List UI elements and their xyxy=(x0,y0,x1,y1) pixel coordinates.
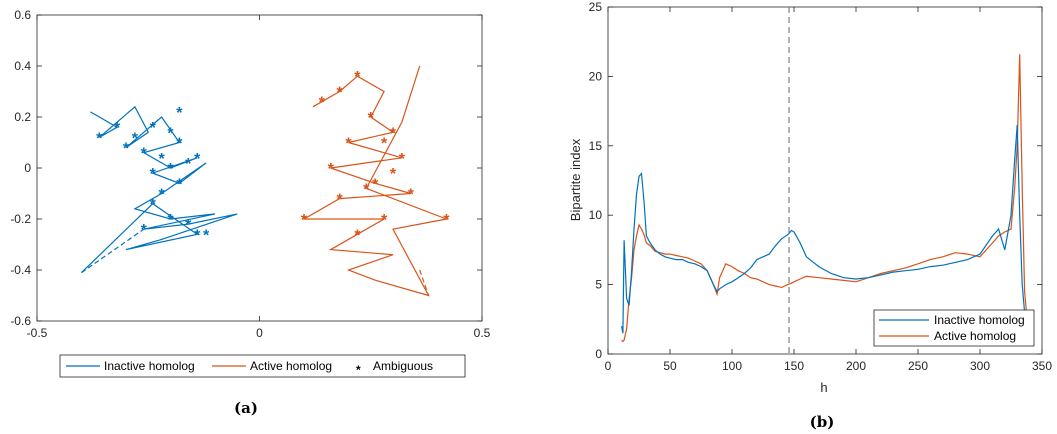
panel-b-xtick-label: 250 xyxy=(908,359,928,373)
ambiguous-marker: * xyxy=(176,176,183,193)
panel-a-axes: -0.5 0 0.5 -0.6 -0.4 -0.2 0 0.2 0.4 0.6 xyxy=(10,8,490,340)
ambiguous-marker: * xyxy=(336,85,343,102)
ambiguous-marker: * xyxy=(185,156,192,173)
ambiguous-marker: * xyxy=(443,212,450,229)
legend-box xyxy=(59,354,466,378)
legend-ambiguous-marker: * xyxy=(356,363,361,377)
inactive-homolog-dashed xyxy=(81,228,145,274)
panel-b-ytick-label: 10 xyxy=(589,208,603,222)
ambiguous-marker: * xyxy=(203,227,210,244)
panel-b-xtick-label: 200 xyxy=(846,359,866,373)
panel-b-xtick-label: 300 xyxy=(970,359,990,373)
ambiguous-marker: * xyxy=(167,212,174,229)
legend-ambiguous-label: Ambiguous xyxy=(373,359,433,373)
ambiguous-marker: * xyxy=(363,181,370,198)
ambiguous-marker: * xyxy=(96,130,103,147)
panel-a-xtick-label: 0 xyxy=(256,326,263,340)
panel-a-ytick-label: 0.4 xyxy=(14,59,31,73)
ambiguous-marker: * xyxy=(194,151,201,168)
panel-a-ytick-label: -0.4 xyxy=(10,263,31,277)
ambiguous-marker: * xyxy=(167,125,174,142)
active-homolog-dashed xyxy=(419,269,430,296)
ambiguous-marker: * xyxy=(301,212,308,229)
panel-b-data xyxy=(621,7,1028,354)
legend-inactive-label: Inactive homolog xyxy=(104,359,195,373)
panel-a-chart: -0.5 0 0.5-0.6-0.4-0.200.20.40.6 ** ** ** ***… xyxy=(10,8,490,417)
panel-a-ytick-label: 0.6 xyxy=(14,8,31,22)
ambiguous-marker: * xyxy=(158,187,165,204)
legend-inactive-label: Inactive homolog xyxy=(934,313,1025,327)
legend-active-label: Active homolog xyxy=(250,359,332,373)
ambiguous-marker: * xyxy=(336,192,343,209)
ambiguous-marker: * xyxy=(345,136,352,153)
ambiguous-marker: * xyxy=(399,151,406,168)
panel-a-ytick-label: 0 xyxy=(24,161,31,175)
ambiguous-marker: * xyxy=(354,227,361,244)
panel-b-xtick-label: 50 xyxy=(663,359,677,373)
ambiguous-marker: * xyxy=(141,222,148,239)
panel-b-ytick-label: 25 xyxy=(589,0,603,14)
ambiguous-marker: * xyxy=(132,130,139,147)
ambiguous-marker: * xyxy=(328,161,335,178)
panel-b-ytick-label: 5 xyxy=(595,278,602,292)
panel-b-ytick-label: 20 xyxy=(589,69,603,83)
ambiguous-marker: * xyxy=(176,105,183,122)
panel-b-xlabel: h xyxy=(820,380,827,395)
panel-a-caption: (a) xyxy=(234,399,258,417)
ambiguous-marker: * xyxy=(158,151,165,168)
panel-a-ytick-label: 0.2 xyxy=(14,110,31,124)
ambiguous-marker: * xyxy=(390,166,397,183)
ambiguous-marker: * xyxy=(150,197,157,214)
panel-b-xtick-label: 0 xyxy=(605,359,612,373)
panel-a-ytick-label: -0.6 xyxy=(10,314,31,328)
panel-a-xtick-label: -0.5 xyxy=(27,326,48,340)
panel-b-legend: Inactive homolog Active homolog xyxy=(873,309,1035,347)
ambiguous-marker: * xyxy=(114,120,121,137)
panel-a-ytick-label: -0.2 xyxy=(10,212,31,226)
panel-b-xtick-label: 350 xyxy=(1032,359,1052,373)
ambiguous-marker: * xyxy=(185,217,192,234)
panel-a-xtick-label: 0.5 xyxy=(474,326,491,340)
ambiguous-marker: * xyxy=(150,120,157,137)
active-homolog-line xyxy=(301,65,449,297)
inactive-homolog-line xyxy=(81,105,238,274)
panel-b-axes-box xyxy=(607,6,1043,355)
ambiguous-marker: * xyxy=(381,212,388,229)
panel-b-ytick-label: 0 xyxy=(595,347,602,361)
ambiguous-marker: * xyxy=(354,69,361,86)
ambiguous-marker: * xyxy=(194,227,201,244)
panel-a-legend: Inactive homolog Active homolog * Ambigu… xyxy=(59,354,466,378)
inactive-homolog-line xyxy=(621,124,1028,334)
ambiguous-marker: * xyxy=(319,95,326,112)
ambiguous-marker: * xyxy=(176,136,183,153)
legend-box xyxy=(873,309,1035,347)
ambiguous-marker: * xyxy=(390,125,397,142)
panel-b-ytick-label: 15 xyxy=(589,139,603,153)
ambiguous-marker: * xyxy=(381,136,388,153)
panel-a-axes-box xyxy=(36,14,483,322)
panel-b-xtick-label: 100 xyxy=(722,359,742,373)
ambiguous-marker: * xyxy=(150,166,157,183)
panel-b-xtick-label: 150 xyxy=(784,359,804,373)
panel-b-axes: 0 50 100 150 200 250 300 350 0 5 10 15 20 25 xyxy=(589,0,1053,373)
ambiguous-marker: * xyxy=(372,176,379,193)
panel-a-data: ** ** ** ********** ** ************* ********* xyxy=(81,65,450,297)
panel-b-caption: (b) xyxy=(810,413,835,431)
ambiguous-marker: * xyxy=(123,141,130,158)
ambiguous-marker: * xyxy=(141,146,148,163)
panel-b-chart: 0 50 100 150 200 250 300 350 0 5 10 15 20 25 h Bipart… xyxy=(568,0,1052,431)
legend-active-label: Active homolog xyxy=(934,329,1016,343)
ambiguous-marker: * xyxy=(368,110,375,127)
ambiguous-marker: * xyxy=(167,161,174,178)
ambiguous-marker: * xyxy=(408,187,415,204)
panel-b-ylabel: Bipartite index xyxy=(568,138,583,221)
active-homolog-line xyxy=(621,54,1028,343)
